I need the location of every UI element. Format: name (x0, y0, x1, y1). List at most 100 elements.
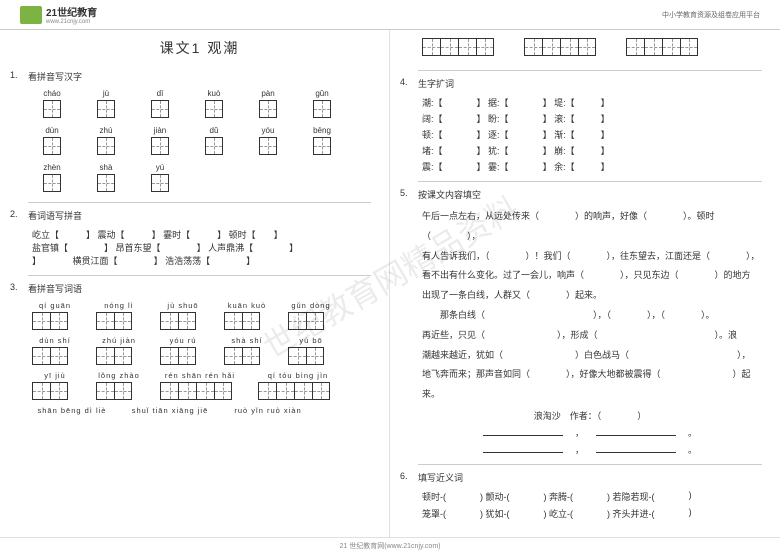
pinyin: qí guān (32, 301, 78, 310)
divider (28, 275, 371, 276)
char-box (313, 100, 331, 118)
page-body: 课文1 观潮 1. 看拼音写汉字 cháo jù dī kuò pàn gǔn (0, 30, 780, 537)
divider (418, 464, 762, 465)
blank-lines: ， 。 (418, 426, 762, 439)
underline (596, 426, 676, 436)
author-line: 浪淘沙 作者：（ ） (418, 409, 762, 422)
fill-line: 再近些，只见（ ），形成（ ）。浪 (422, 326, 762, 346)
underline (596, 443, 676, 453)
char-box (313, 137, 331, 155)
lesson-title: 课文1 观潮 (28, 38, 371, 58)
left-column: 课文1 观潮 1. 看拼音写汉字 cháo jù dī kuò pàn gǔn (0, 30, 390, 537)
char-box (32, 347, 50, 365)
pinyin: lǒng zhào (96, 371, 142, 380)
word-row: 屹立【 】 震动【 】 霎时【 】 顿时【 】 (32, 228, 371, 241)
char-box (242, 312, 260, 330)
char-box (288, 347, 306, 365)
expand-row: 潮:【 】 据:【 】 堤:【 】 (422, 96, 762, 109)
char-box (224, 312, 242, 330)
fill-line: 那条白线（ ），（ ），（ ）。 (422, 306, 762, 326)
char-box (50, 312, 68, 330)
underline (483, 443, 563, 453)
pinyin: bēng (306, 126, 338, 135)
char-box (524, 38, 542, 56)
right-column: 4. 生字扩词 潮:【 】 据:【 】 堤:【 】 阔:【 】 盼:【 】 滚:… (390, 30, 780, 537)
pinyin-phrase-row: dùn shí zhú jiàn yóu rú shà shí yú bō (32, 336, 371, 345)
pinyin: shuǐ tiān xiāng jiē (130, 406, 210, 415)
char-box (160, 347, 178, 365)
fill-line: 看不出有什么变化。过了一会儿，响声（ ），只见东边（ ）的地方 (422, 266, 762, 286)
char-box (259, 100, 277, 118)
section-title: 按课文内容填空 (418, 188, 762, 201)
word-item: 屹立【 】 震动【 】 霎时【 】 顿时【 】 (32, 228, 283, 241)
char-box (458, 38, 476, 56)
char-box (151, 100, 169, 118)
char-box (205, 137, 223, 155)
pinyin: kuān kuò (224, 301, 270, 310)
char-box (151, 137, 169, 155)
pinyin: jiàn (144, 126, 176, 135)
logo-url: www.21cnjy.com (46, 19, 97, 25)
pinyin: nóng lì (96, 301, 142, 310)
pinyin-row: zhèn shà yú (36, 163, 371, 172)
char-box (178, 312, 196, 330)
logo-text: 21世纪教育 (46, 4, 97, 19)
section-num: 5. (400, 188, 408, 198)
pinyin: gǔn dòng (288, 301, 334, 310)
pinyin: yī jiù (32, 371, 78, 380)
char-box (114, 312, 132, 330)
char-box (306, 347, 324, 365)
section-num: 3. (10, 282, 18, 292)
pinyin: jù (90, 89, 122, 98)
pinyin: ruò yǐn ruò xiàn (228, 406, 308, 415)
pinyin: shān bēng dì liè (32, 406, 112, 415)
char-box (97, 100, 115, 118)
section-title: 看拼音写汉字 (28, 70, 371, 83)
pinyin: dùn (36, 126, 68, 135)
pinyin: yú bō (288, 336, 334, 345)
char-box (258, 382, 276, 400)
fill-line: 潮越来越近，犹如（ ）白色战马（ ）， (422, 346, 762, 366)
char-box (662, 38, 680, 56)
section-title: 填写近义词 (418, 471, 762, 484)
char-box (32, 312, 50, 330)
fill-line: 出现了一条白线，人群又（ ）起来。 (422, 286, 762, 306)
fill-text: 午后一点左右，从远处传来（ ）的响声，好像（ ）。顿时（ ）， 有人告诉我们，（… (422, 207, 762, 405)
char-box (96, 382, 114, 400)
section-title: 看词语写拼音 (28, 209, 371, 222)
pinyin: zhèn (36, 163, 68, 172)
char-box (440, 38, 458, 56)
word-item: 】 横贯江面【 】 浩浩荡荡【 】 (32, 254, 255, 267)
char-box (160, 382, 178, 400)
header-platform-text: 中小学教育资源及组卷应用平台 (662, 10, 760, 20)
divider (418, 181, 762, 182)
top-boxes (422, 38, 762, 56)
char-box (96, 347, 114, 365)
char-box (96, 312, 114, 330)
pinyin-phrase-row: shān bēng dì liè shuǐ tiān xiāng jiē ruò… (32, 406, 371, 415)
char-box (43, 174, 61, 192)
char-box (626, 38, 644, 56)
char-box (422, 38, 440, 56)
char-box (578, 38, 596, 56)
char-box-row (36, 174, 371, 194)
pinyin: shà (90, 163, 122, 172)
expand-row: 震:【 】 霎:【 】 余:【 】 (422, 160, 762, 173)
pinyin: yóu (252, 126, 284, 135)
pinyin: kuò (198, 89, 230, 98)
pinyin: qí tóu bìng jìn (258, 371, 338, 380)
char-box (151, 174, 169, 192)
char-box (114, 347, 132, 365)
underline (483, 426, 563, 436)
pinyin: rén shān rén hǎi (160, 371, 240, 380)
section-num: 1. (10, 70, 18, 80)
char-box (242, 347, 260, 365)
char-box-row (36, 100, 371, 120)
char-box (560, 38, 578, 56)
char-box (97, 174, 115, 192)
word-row: 盐官镇【 】 昂首东望【 】 人声鼎沸【 】 (32, 241, 371, 254)
section-5: 5. 按课文内容填空 午后一点左右，从远处传来（ ）的响声，好像（ ）。顿时（ … (418, 188, 762, 456)
expand-row: 顿:【 】 逐:【 】 渐:【 】 (422, 128, 762, 141)
pinyin-row: dùn zhú jiàn dǔ yóu bēng (36, 126, 371, 135)
divider (28, 202, 371, 203)
